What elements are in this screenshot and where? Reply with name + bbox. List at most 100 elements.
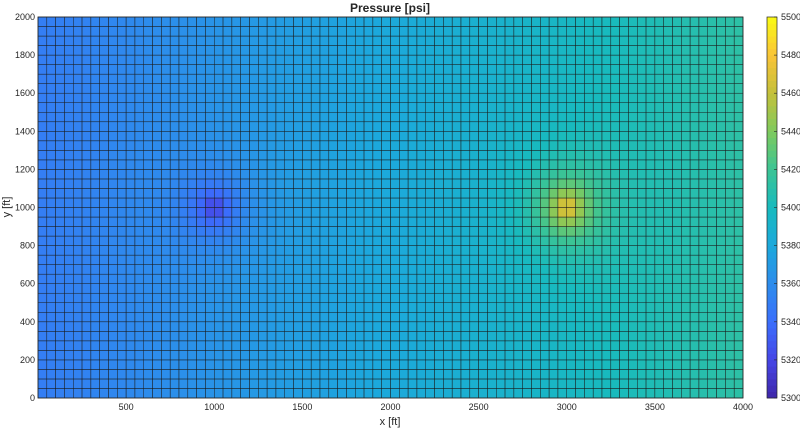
- grid-cell: [416, 131, 427, 142]
- grid-cell: [152, 340, 162, 351]
- grid-cell: [689, 188, 700, 199]
- colorbar-segment: [767, 42, 777, 50]
- grid-cell: [302, 83, 312, 94]
- grid-cell: [143, 388, 153, 399]
- grid-cell: [178, 121, 189, 132]
- grid-cell: [689, 26, 700, 37]
- grid-cell: [522, 235, 532, 246]
- grid-cell: [337, 121, 347, 132]
- grid-cell: [90, 312, 100, 323]
- grid-cell: [557, 150, 568, 161]
- grid-cell: [231, 83, 241, 94]
- grid-cell: [355, 121, 365, 132]
- grid-cell: [125, 188, 136, 199]
- grid-cell: [575, 35, 585, 46]
- colorbar-segment: [767, 29, 777, 37]
- grid-cell: [258, 150, 268, 161]
- grid-cell: [425, 207, 435, 218]
- grid-cell: [161, 16, 171, 27]
- grid-cell: [725, 331, 735, 342]
- grid-cell: [698, 235, 709, 246]
- grid-cell: [584, 64, 594, 75]
- grid-cell: [725, 340, 735, 351]
- grid-cell: [698, 83, 709, 94]
- grid-cell: [355, 340, 365, 351]
- grid-cell: [584, 45, 594, 56]
- grid-cell: [478, 216, 488, 227]
- grid-cell: [381, 216, 391, 227]
- grid-cell: [645, 131, 656, 142]
- grid-cell: [134, 35, 145, 46]
- grid-cell: [575, 169, 585, 180]
- grid-cell: [355, 26, 365, 37]
- grid-cell: [249, 35, 259, 46]
- grid-cell: [64, 216, 74, 227]
- grid-cell: [399, 378, 409, 389]
- grid-cell: [628, 131, 638, 142]
- grid-cell: [601, 226, 612, 237]
- grid-cell: [434, 273, 444, 284]
- grid-cell: [302, 169, 312, 180]
- grid-cell: [601, 159, 612, 170]
- grid-cell: [55, 331, 65, 342]
- grid-cell: [152, 35, 162, 46]
- grid-cell: [284, 369, 294, 380]
- grid-cell: [169, 92, 180, 103]
- grid-cell: [672, 159, 682, 170]
- grid-cell: [522, 26, 532, 37]
- grid-cell: [443, 321, 453, 332]
- grid-cell: [231, 273, 241, 284]
- grid-cell: [390, 73, 400, 84]
- grid-cell: [707, 359, 717, 370]
- grid-cell: [522, 178, 532, 189]
- y-tick-label: 1000: [15, 203, 35, 213]
- grid-cell: [337, 73, 347, 84]
- grid-cell: [99, 350, 109, 361]
- grid-cell: [637, 92, 647, 103]
- grid-cell: [355, 92, 365, 103]
- grid-cell: [55, 245, 65, 256]
- grid-cell: [205, 207, 215, 218]
- grid-cell: [390, 169, 400, 180]
- grid-cell: [372, 92, 382, 103]
- grid-cell: [284, 207, 294, 218]
- grid-cell: [399, 207, 409, 218]
- grid-cell: [81, 283, 92, 294]
- grid-cell: [451, 283, 462, 294]
- grid-cell: [108, 235, 118, 246]
- grid-cell: [90, 112, 100, 123]
- grid-cell: [134, 321, 145, 332]
- grid-cell: [592, 292, 603, 304]
- grid-cell: [540, 264, 550, 275]
- grid-cell: [355, 102, 365, 113]
- grid-cell: [231, 73, 241, 84]
- grid-cell: [231, 292, 241, 304]
- grid-cell: [152, 188, 162, 199]
- grid-cell: [416, 216, 427, 227]
- grid-cell: [504, 35, 515, 46]
- grid-cell: [231, 388, 241, 399]
- grid-cell: [381, 292, 391, 304]
- grid-cell: [134, 26, 145, 37]
- grid-cell: [284, 83, 294, 94]
- grid-cell: [372, 378, 382, 389]
- grid-cell: [584, 369, 594, 380]
- grid-cell: [90, 150, 100, 161]
- grid-cell: [125, 73, 136, 84]
- grid-cell: [399, 388, 409, 399]
- colorbar-tick-label: 5320: [781, 355, 800, 365]
- grid-cell: [592, 45, 603, 56]
- grid-cell: [522, 102, 532, 113]
- grid-cell: [716, 388, 726, 399]
- grid-cell: [707, 273, 717, 284]
- grid-cell: [178, 83, 189, 94]
- grid-cell: [337, 169, 347, 180]
- grid-cell: [231, 92, 241, 103]
- grid-cell: [231, 350, 241, 361]
- grid-cell: [672, 140, 682, 151]
- grid-cell: [125, 140, 136, 151]
- grid-cell: [240, 235, 250, 246]
- grid-cell: [584, 245, 594, 256]
- grid-cell: [531, 102, 541, 113]
- grid-cell: [460, 131, 471, 142]
